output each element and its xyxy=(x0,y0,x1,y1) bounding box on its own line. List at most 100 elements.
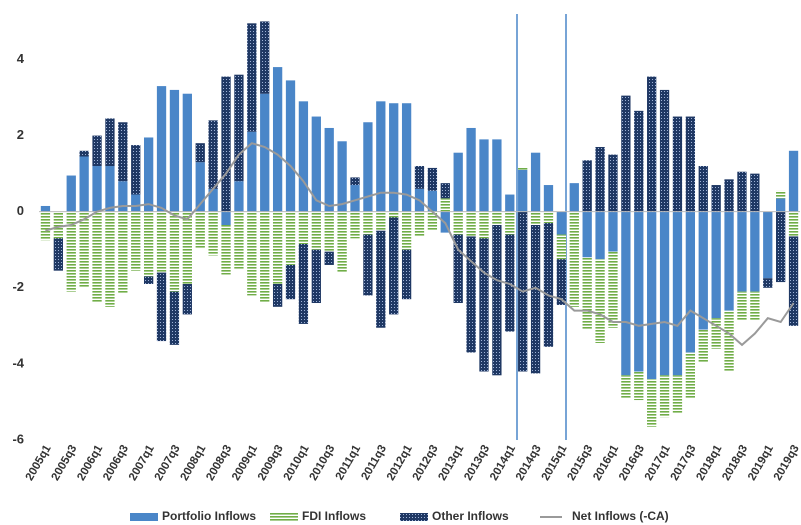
bar-segment xyxy=(453,211,463,235)
bar-segment xyxy=(518,167,528,170)
bar-segment xyxy=(737,211,747,292)
bar-segment xyxy=(724,179,734,212)
bar-segment xyxy=(376,211,386,231)
bar-segment xyxy=(376,230,386,328)
bar-segment xyxy=(582,211,592,258)
bar-segment xyxy=(479,211,489,239)
bar-segment xyxy=(621,375,631,399)
bar-segment xyxy=(543,185,554,212)
bar-segment xyxy=(53,211,63,239)
bar-segment xyxy=(634,371,644,401)
bar-segment xyxy=(776,190,786,199)
bar-segment xyxy=(659,211,670,376)
bar-segment xyxy=(40,205,51,212)
bar-segment xyxy=(118,211,128,294)
bar-segment xyxy=(608,211,618,252)
bar-segment xyxy=(543,223,554,347)
bar-segment xyxy=(118,122,128,182)
bar-segment xyxy=(66,211,76,292)
bar-segment xyxy=(711,185,721,212)
bar-segment xyxy=(92,135,102,167)
bar-segment xyxy=(608,251,618,328)
bar-segment xyxy=(440,198,450,212)
bar-segment xyxy=(389,103,399,212)
bar-segment xyxy=(66,175,76,212)
bar-segment xyxy=(453,152,463,212)
bar-segment xyxy=(595,211,605,260)
legend-swatch xyxy=(400,513,428,521)
bar-segment xyxy=(350,185,360,212)
bar-segment xyxy=(750,291,760,321)
bar-segment xyxy=(79,156,89,212)
bar-segment xyxy=(427,190,438,212)
bar-segment xyxy=(556,259,567,305)
bar-segment xyxy=(505,194,515,212)
bar-segment xyxy=(79,211,89,288)
bar-segment xyxy=(647,76,657,212)
bar-segment xyxy=(324,127,334,212)
bar-segment xyxy=(363,122,373,212)
bar-segment xyxy=(621,95,631,212)
bar-segment xyxy=(260,21,270,94)
line xyxy=(45,142,795,347)
bar-segment xyxy=(169,211,180,292)
bar-segment xyxy=(401,103,412,212)
legend-label: Net Inflows (-CA) xyxy=(572,509,669,523)
bar-segment xyxy=(389,217,399,315)
bar-segment xyxy=(401,249,412,300)
bar-segment xyxy=(195,143,205,163)
bar-segment xyxy=(247,23,257,132)
bar-segment xyxy=(401,211,412,250)
bar-segment xyxy=(440,183,450,199)
bar-segment xyxy=(92,211,102,304)
bar-segment xyxy=(698,329,708,362)
bar-segment xyxy=(634,110,644,212)
bar-segment xyxy=(285,211,296,265)
bar-segment xyxy=(530,225,541,374)
bar-segment xyxy=(169,291,180,345)
y-tick-label: 0 xyxy=(17,203,24,218)
bar-segment xyxy=(131,145,141,195)
legend-label: Other Inflows xyxy=(432,509,509,523)
bar-segment xyxy=(788,211,799,237)
bar-segment xyxy=(672,211,683,376)
bar-segment xyxy=(659,89,670,212)
bar-segment xyxy=(156,272,167,342)
bar-segment xyxy=(698,211,708,330)
bar-segment xyxy=(234,181,244,212)
bar-segment xyxy=(479,238,489,372)
bar-segment xyxy=(453,234,463,304)
bar-segment xyxy=(195,162,205,212)
bar-segment xyxy=(272,283,283,307)
bar-segment xyxy=(672,375,683,414)
bar-segment xyxy=(582,257,592,330)
bar-segment xyxy=(105,211,115,307)
bar-segment xyxy=(247,211,257,296)
bar-segment xyxy=(40,211,51,241)
bar-segment xyxy=(389,211,399,218)
y-tick-label: -4 xyxy=(12,355,24,370)
bar-segment xyxy=(311,249,321,304)
y-tick-label: 4 xyxy=(17,51,25,66)
bar-segment xyxy=(298,244,309,324)
bar-segment xyxy=(285,80,296,212)
bar-segment xyxy=(427,211,438,231)
bar-segment xyxy=(363,211,373,235)
bar-segment xyxy=(247,131,257,212)
bar-segment xyxy=(221,76,231,212)
bar-segment xyxy=(621,211,631,376)
bar-segment xyxy=(724,310,734,372)
bar-segment xyxy=(53,238,63,271)
bar-segment xyxy=(595,259,605,343)
bar-segment xyxy=(685,116,696,212)
bar-segment xyxy=(569,211,579,307)
bar-segment xyxy=(608,154,618,212)
bar-segment xyxy=(143,276,154,284)
bar-segment xyxy=(543,211,554,224)
bar-segment xyxy=(750,173,760,212)
bar-segment xyxy=(221,211,231,225)
bar-segment xyxy=(518,169,528,212)
bar-segment xyxy=(169,89,180,212)
bar-segment xyxy=(285,264,296,300)
